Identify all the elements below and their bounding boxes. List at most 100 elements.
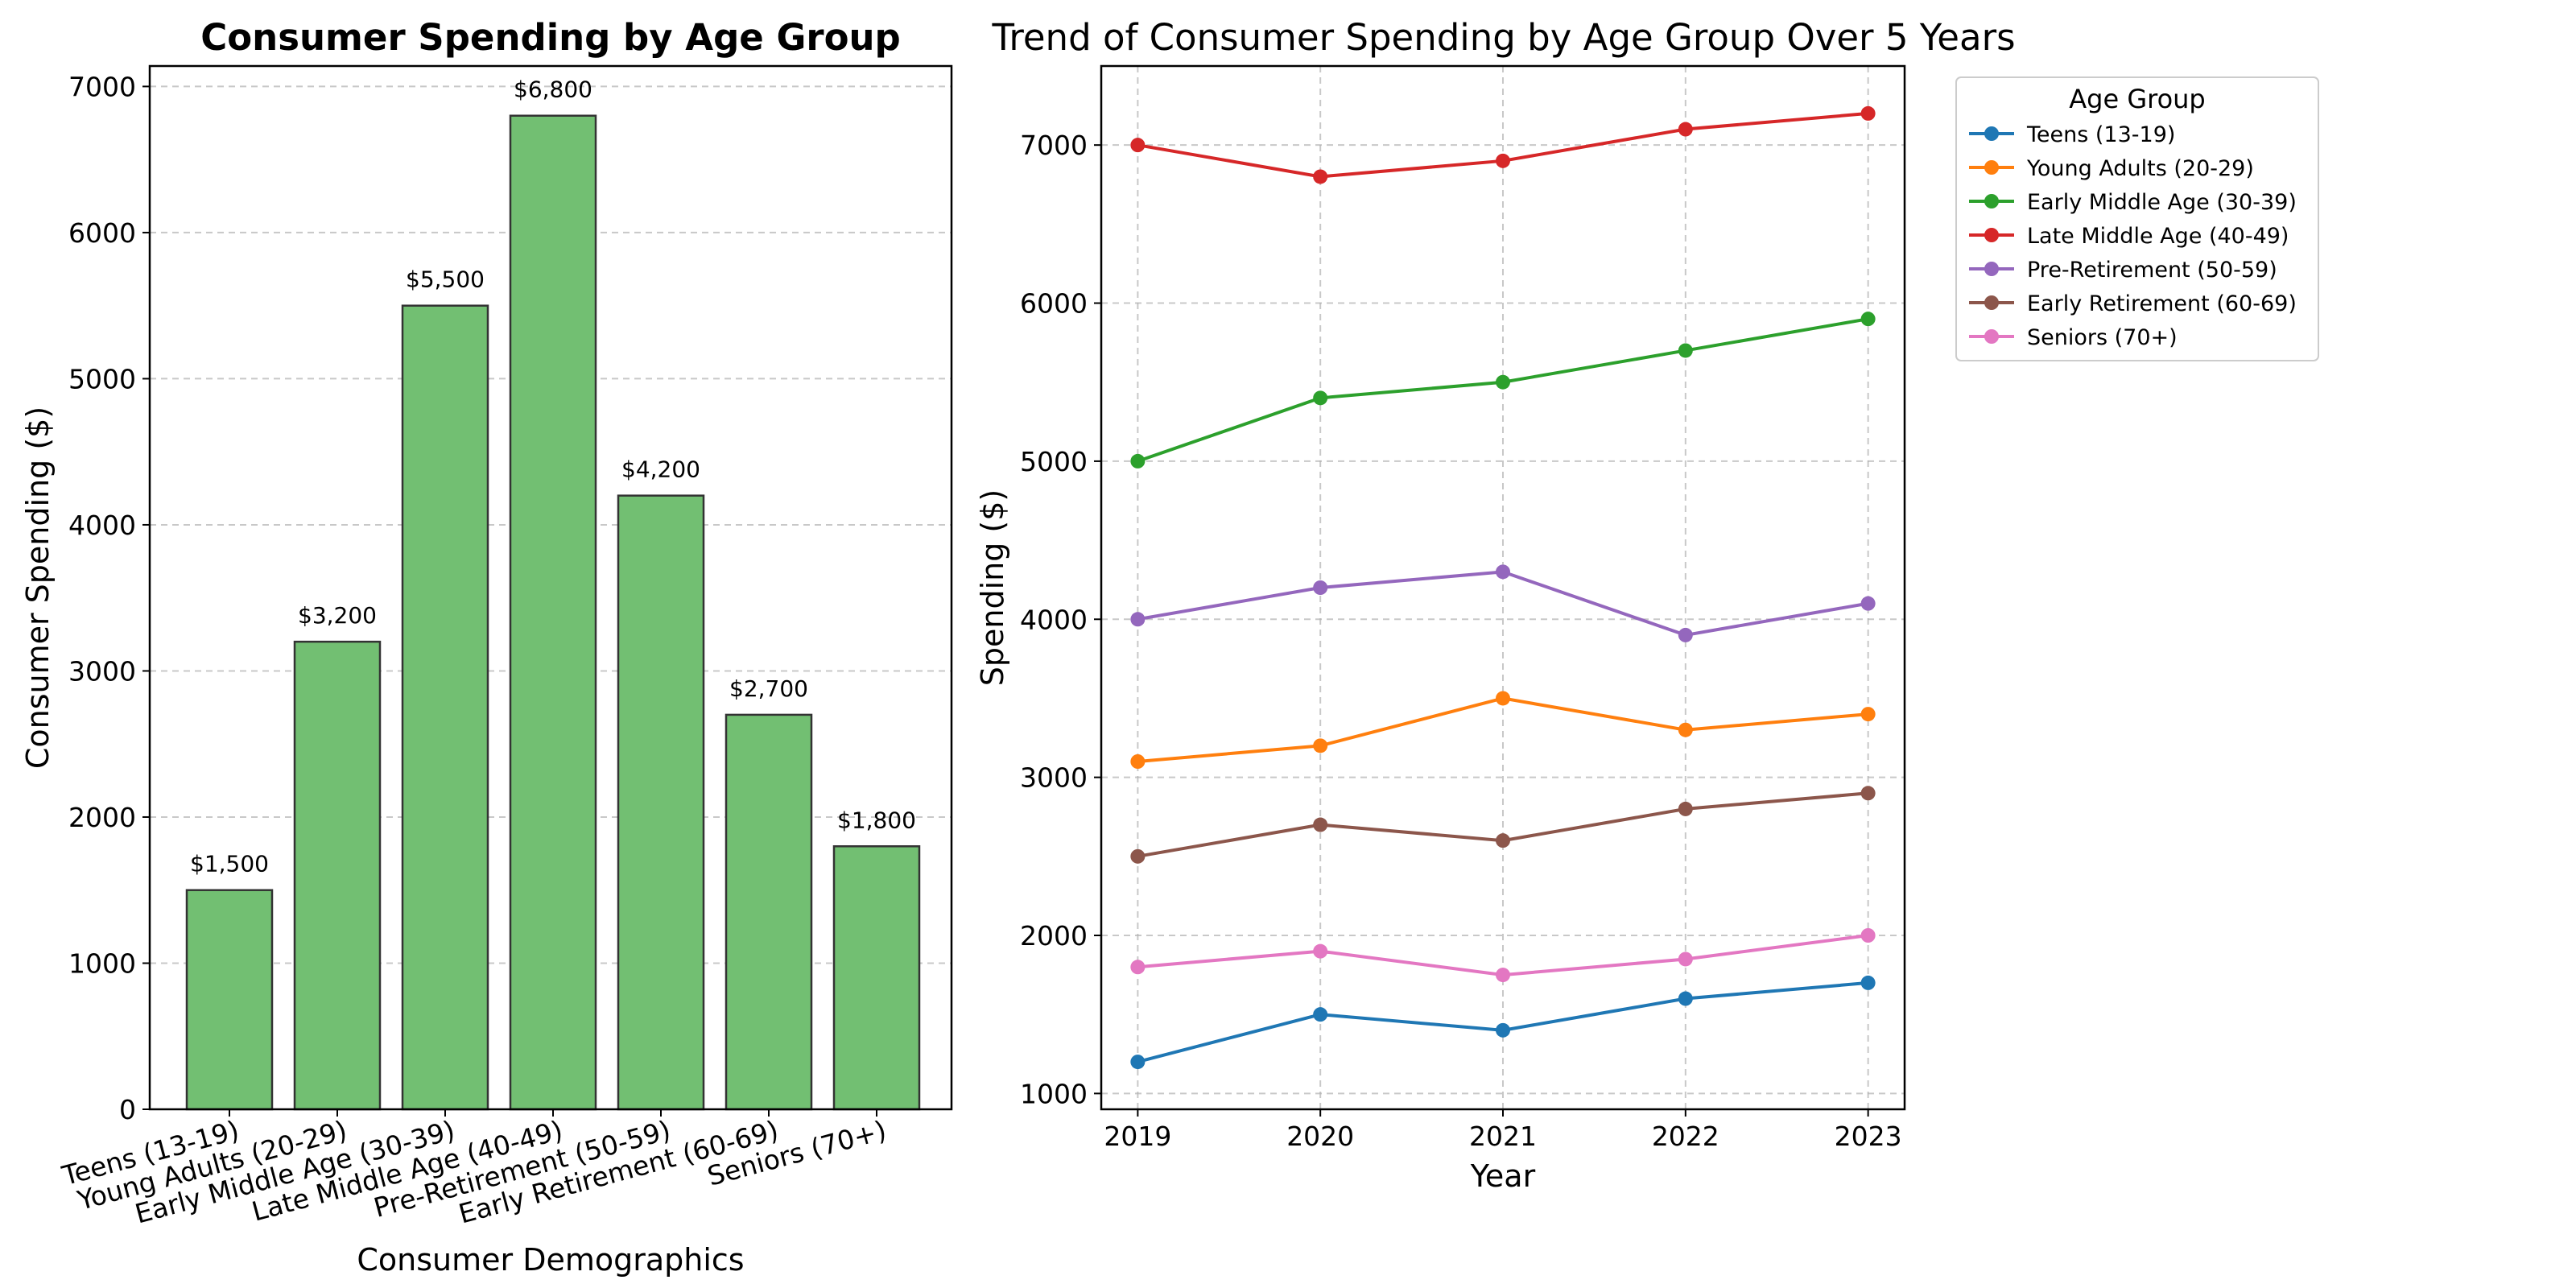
bar-chart-title: Consumer Spending by Age Group bbox=[200, 16, 901, 59]
line-series-group bbox=[1130, 564, 1876, 642]
bar-y-tick-label: 2000 bbox=[68, 802, 136, 833]
bar bbox=[185, 889, 274, 1111]
data-point bbox=[1678, 627, 1693, 642]
bar bbox=[617, 494, 705, 1111]
data-point bbox=[1313, 1007, 1328, 1022]
line-y-ticks: 1000 2000 3000 4000 5000 6000 7000 bbox=[1020, 130, 1101, 1109]
line-x-tick-label: 2023 bbox=[1835, 1121, 1902, 1152]
data-point bbox=[1130, 1055, 1146, 1070]
legend-entry: Teens (13-19) bbox=[1969, 122, 2175, 147]
line-series-group bbox=[1130, 691, 1876, 769]
data-point bbox=[1860, 975, 1876, 990]
bar-x-axis-label: Consumer Demographics bbox=[357, 1242, 744, 1278]
legend-label: Young Adults (20-29) bbox=[2026, 156, 2254, 181]
bar bbox=[401, 304, 489, 1111]
bar-data-labels: $1,500 $3,200 $5,500 $6,800 $4,200 $2,700 $1,8… bbox=[190, 76, 916, 877]
legend-entry: Seniors (70+) bbox=[1969, 325, 2178, 350]
data-point bbox=[1496, 691, 1510, 706]
data-point bbox=[1130, 754, 1146, 769]
line-series-group bbox=[1130, 928, 1876, 983]
data-point bbox=[1496, 374, 1510, 390]
line-y-tick-label: 3000 bbox=[1020, 762, 1088, 794]
line-plot-frame bbox=[1100, 64, 1906, 1111]
legend-marker bbox=[1984, 228, 1999, 242]
legend-entry: Early Middle Age (30-39) bbox=[1969, 190, 2297, 215]
data-point bbox=[1860, 707, 1876, 722]
bar-y-tick-label: 5000 bbox=[68, 363, 136, 394]
legend-entry: Early Retirement (60-69) bbox=[1969, 291, 2297, 316]
bar-y-tick-label: 1000 bbox=[68, 947, 136, 979]
bar-y-tick-label: 0 bbox=[119, 1094, 136, 1125]
bar-data-label: $1,500 bbox=[190, 851, 269, 877]
data-point bbox=[1678, 801, 1693, 816]
line-y-tick-label: 6000 bbox=[1020, 288, 1088, 320]
data-point bbox=[1313, 390, 1328, 406]
line-y-tick-label: 4000 bbox=[1020, 604, 1088, 635]
line-x-tick-label: 2021 bbox=[1469, 1121, 1537, 1152]
bar-y-tick-label: 6000 bbox=[68, 217, 136, 249]
legend-marker bbox=[1984, 194, 1999, 208]
data-point bbox=[1678, 722, 1693, 737]
legend-label: Late Middle Age (40-49) bbox=[2027, 224, 2289, 249]
legend-marker bbox=[1984, 295, 1999, 310]
legend-entry: Young Adults (20-29) bbox=[1969, 156, 2254, 181]
data-point bbox=[1860, 928, 1876, 943]
line-series-group bbox=[1130, 312, 1876, 469]
bar-data-label: $6,800 bbox=[514, 76, 592, 103]
line-series bbox=[1130, 105, 1876, 1070]
line-chart-title: Trend of Consumer Spending by Age Group … bbox=[991, 16, 2015, 59]
line-y-axis-label: Spending ($) bbox=[975, 489, 1010, 687]
data-point bbox=[1496, 1022, 1510, 1038]
bar-data-label: $1,800 bbox=[837, 807, 916, 833]
data-point bbox=[1130, 138, 1146, 153]
legend-entries: Teens (13-19) Young Adults (20-29) Early M… bbox=[1969, 122, 2297, 350]
data-point bbox=[1313, 580, 1328, 595]
data-point bbox=[1313, 169, 1328, 184]
data-point bbox=[1860, 105, 1876, 121]
data-point bbox=[1130, 960, 1146, 975]
line-y-tick-label: 1000 bbox=[1020, 1078, 1088, 1109]
bar bbox=[509, 114, 597, 1111]
data-point bbox=[1678, 991, 1693, 1006]
legend: Age Group Teens (13-19) Young Adults (20-… bbox=[1955, 76, 2319, 361]
bar-data-label: $2,700 bbox=[729, 675, 808, 702]
data-point bbox=[1313, 943, 1328, 959]
bar-data-label: $4,200 bbox=[621, 456, 700, 483]
line-x-tick-label: 2022 bbox=[1652, 1121, 1719, 1152]
data-point bbox=[1496, 968, 1510, 983]
bar-plot-frame bbox=[148, 64, 953, 1111]
line-x-tick-label: 2019 bbox=[1104, 1121, 1171, 1152]
data-point bbox=[1313, 738, 1328, 753]
line-series-group bbox=[1130, 786, 1876, 864]
bar-y-ticks: 0 1000 2000 3000 4000 5000 6000 7000 bbox=[68, 71, 150, 1125]
data-point bbox=[1860, 596, 1876, 611]
line-chart: Trend of Consumer Spending by Age Group … bbox=[975, 16, 2016, 1194]
legend-box bbox=[1955, 76, 2319, 361]
data-point bbox=[1860, 786, 1876, 801]
line-series-group bbox=[1130, 105, 1876, 184]
data-point bbox=[1130, 453, 1146, 469]
legend-label: Early Middle Age (30-39) bbox=[2027, 190, 2297, 215]
bar-y-axis-label: Consumer Spending ($) bbox=[20, 407, 56, 769]
data-point bbox=[1860, 312, 1876, 327]
legend-label: Teens (13-19) bbox=[2026, 122, 2175, 147]
bar-data-label: $3,200 bbox=[298, 602, 377, 629]
line-y-tick-label: 2000 bbox=[1020, 920, 1088, 952]
bar bbox=[832, 845, 921, 1111]
data-point bbox=[1496, 153, 1510, 168]
data-point bbox=[1496, 833, 1510, 848]
legend-label: Seniors (70+) bbox=[2027, 325, 2178, 350]
line-x-ticks: 2019 2020 2021 2022 2023 bbox=[1104, 1109, 1902, 1152]
bar-y-tick-label: 7000 bbox=[68, 71, 136, 102]
data-point bbox=[1496, 564, 1510, 580]
bar-y-tick-label: 3000 bbox=[68, 655, 136, 687]
legend-entry: Late Middle Age (40-49) bbox=[1969, 224, 2289, 249]
legend-marker bbox=[1984, 329, 1999, 344]
bar-y-tick-label: 4000 bbox=[68, 510, 136, 541]
bar bbox=[293, 640, 382, 1111]
data-point bbox=[1313, 817, 1328, 832]
line-y-tick-label: 7000 bbox=[1020, 130, 1088, 161]
data-point bbox=[1678, 343, 1693, 358]
line-x-tick-label: 2020 bbox=[1286, 1121, 1354, 1152]
